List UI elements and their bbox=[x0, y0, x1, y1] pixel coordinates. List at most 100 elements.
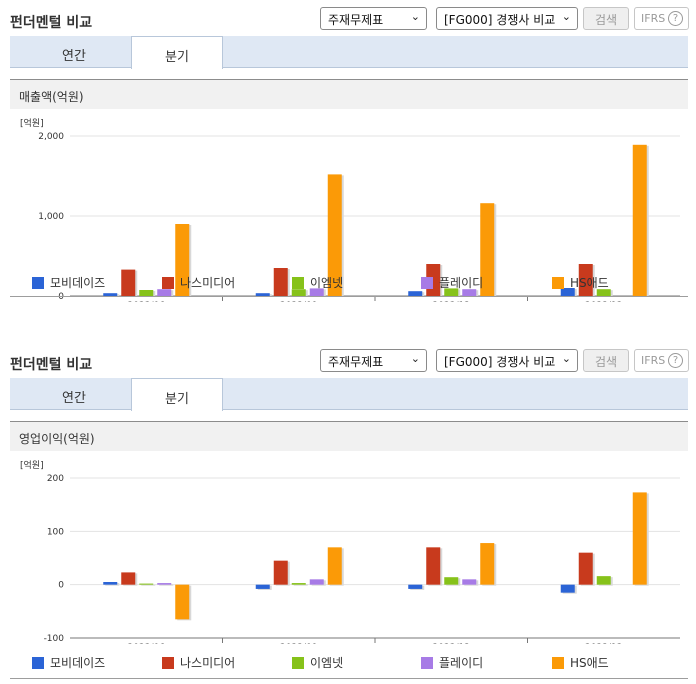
bar bbox=[175, 584, 190, 620]
help-icon: ? bbox=[668, 11, 683, 26]
bar bbox=[139, 583, 154, 585]
tab-quarterly[interactable]: 분기 bbox=[131, 36, 223, 69]
bar bbox=[480, 543, 495, 585]
x-tick-label: 2023/09 bbox=[280, 301, 318, 302]
bar bbox=[408, 291, 423, 296]
legend-item[interactable]: 나스미디어 bbox=[162, 274, 235, 291]
compare-select[interactable]: [FG000] 경쟁사 비교 ⌄ bbox=[436, 349, 578, 372]
x-tick-label: 2023/06 bbox=[128, 301, 166, 302]
bar bbox=[426, 547, 441, 585]
help-icon: ? bbox=[668, 353, 683, 368]
legend-swatch bbox=[162, 657, 174, 669]
legend-swatch bbox=[421, 277, 433, 289]
y-tick-label: 2,000 bbox=[38, 132, 64, 142]
x-tick-label: 2023/12 bbox=[433, 643, 470, 644]
x-tick-label: 2023/09 bbox=[280, 643, 318, 644]
legend-swatch bbox=[32, 277, 44, 289]
bar bbox=[273, 560, 288, 585]
bar bbox=[273, 268, 288, 296]
legend-swatch bbox=[162, 277, 174, 289]
bar-shadow bbox=[159, 584, 174, 586]
bar bbox=[480, 203, 495, 296]
period-tabs: 연간 분기 bbox=[10, 378, 688, 411]
statement-select[interactable]: 주재무제표 ⌄ bbox=[320, 7, 427, 30]
bar-shadow bbox=[293, 584, 308, 586]
legend-label: 나스미디어 bbox=[180, 656, 236, 670]
compare-select[interactable]: [FG000] 경쟁사 비교 ⌄ bbox=[436, 7, 578, 30]
bar bbox=[408, 584, 423, 589]
statement-select[interactable]: 주재무제표 ⌄ bbox=[320, 349, 427, 372]
divider bbox=[10, 296, 688, 297]
chevron-down-icon: ⌄ bbox=[561, 10, 571, 23]
bar bbox=[157, 583, 172, 585]
legend-label: 플레이디 bbox=[439, 276, 484, 290]
panel-header: 펀더멘털 비교 주재무제표 ⌄ [FG000] 경쟁사 비교 ⌄ 검색 IFRS… bbox=[0, 342, 696, 378]
legend-item[interactable]: 플레이디 bbox=[421, 654, 483, 671]
bar bbox=[121, 572, 136, 585]
tab-annual[interactable]: 연간 bbox=[62, 391, 86, 406]
legend-item[interactable]: 플레이디 bbox=[421, 274, 483, 291]
y-tick-label: 1,000 bbox=[38, 212, 64, 222]
fundamental-panel-1: 펀더멘털 비교 주재무제표 ⌄ [FG000] 경쟁사 비교 ⌄ 검색 IFRS… bbox=[0, 0, 696, 340]
bar bbox=[103, 582, 118, 585]
bar bbox=[157, 289, 172, 296]
bar bbox=[444, 288, 459, 296]
legend-swatch bbox=[421, 657, 433, 669]
x-tick-label: 2023/06 bbox=[128, 643, 166, 644]
operating-profit-chart: [억원] -100 0 100 200 2023/06 2023/09 2023/12 2023… bbox=[20, 459, 680, 644]
compare-select-value: [FG000] 경쟁사 비교 bbox=[444, 355, 556, 369]
chevron-down-icon: ⌄ bbox=[410, 10, 420, 23]
bar bbox=[255, 584, 270, 589]
y-tick-label: 0 bbox=[58, 581, 64, 591]
legend-item[interactable]: HS애드 bbox=[552, 274, 609, 291]
bar bbox=[309, 288, 324, 296]
legend-item[interactable]: 이엠넷 bbox=[292, 654, 343, 671]
legend-label: HS애드 bbox=[570, 276, 609, 290]
bar bbox=[596, 289, 611, 296]
legend-swatch bbox=[292, 277, 304, 289]
legend-item[interactable]: 나스미디어 bbox=[162, 654, 235, 671]
statement-select-value: 주재무제표 bbox=[328, 355, 384, 369]
legend-swatch bbox=[292, 657, 304, 669]
legend-item[interactable]: 모비데이즈 bbox=[32, 654, 105, 671]
legend-label: 플레이디 bbox=[439, 656, 484, 670]
y-tick-label: 200 bbox=[47, 474, 64, 484]
legend-label: 모비데이즈 bbox=[50, 656, 106, 670]
legend-label: HS애드 bbox=[570, 656, 609, 670]
legend-item[interactable]: HS애드 bbox=[552, 654, 609, 671]
bar bbox=[291, 289, 306, 296]
legend-item[interactable]: 이엠넷 bbox=[292, 274, 343, 291]
ifrs-button[interactable]: IFRS ? bbox=[634, 349, 689, 372]
section-title: 영업이익(억원) bbox=[10, 421, 688, 451]
legend-label: 나스미디어 bbox=[180, 276, 236, 290]
y-tick-label: -100 bbox=[44, 634, 65, 644]
bar bbox=[309, 579, 324, 585]
bar bbox=[444, 577, 459, 585]
bar bbox=[462, 289, 477, 296]
legend-label: 이엠넷 bbox=[310, 276, 344, 290]
bar bbox=[327, 547, 342, 585]
bar bbox=[103, 293, 118, 296]
bar bbox=[560, 584, 575, 593]
bar bbox=[632, 144, 647, 296]
compare-select-value: [FG000] 경쟁사 비교 bbox=[444, 13, 556, 27]
bar bbox=[121, 269, 136, 296]
bar bbox=[632, 492, 647, 585]
legend-swatch bbox=[552, 277, 564, 289]
search-button[interactable]: 검색 bbox=[583, 349, 629, 372]
panel-title: 펀더멘털 비교 bbox=[10, 15, 93, 31]
legend-item[interactable]: 모비데이즈 bbox=[32, 274, 105, 291]
legend-label: 모비데이즈 bbox=[50, 276, 106, 290]
period-tabs: 연간 분기 bbox=[10, 36, 688, 69]
tab-annual[interactable]: 연간 bbox=[62, 49, 86, 64]
bar bbox=[462, 579, 477, 585]
chart-legend: 모비데이즈 나스미디어 이엠넷 플레이디 HS애드 bbox=[0, 654, 696, 672]
x-tick-label: 2023/12 bbox=[585, 301, 622, 302]
search-button[interactable]: 검색 bbox=[583, 7, 629, 30]
chevron-down-icon: ⌄ bbox=[410, 352, 420, 365]
tab-quarterly[interactable]: 분기 bbox=[131, 378, 223, 411]
fundamental-panel-2: 펀더멘털 비교 주재무제표 ⌄ [FG000] 경쟁사 비교 ⌄ 검색 IFRS… bbox=[0, 342, 696, 684]
unit-label: [억원] bbox=[20, 459, 44, 471]
ifrs-button[interactable]: IFRS ? bbox=[634, 7, 689, 30]
legend-swatch bbox=[32, 657, 44, 669]
